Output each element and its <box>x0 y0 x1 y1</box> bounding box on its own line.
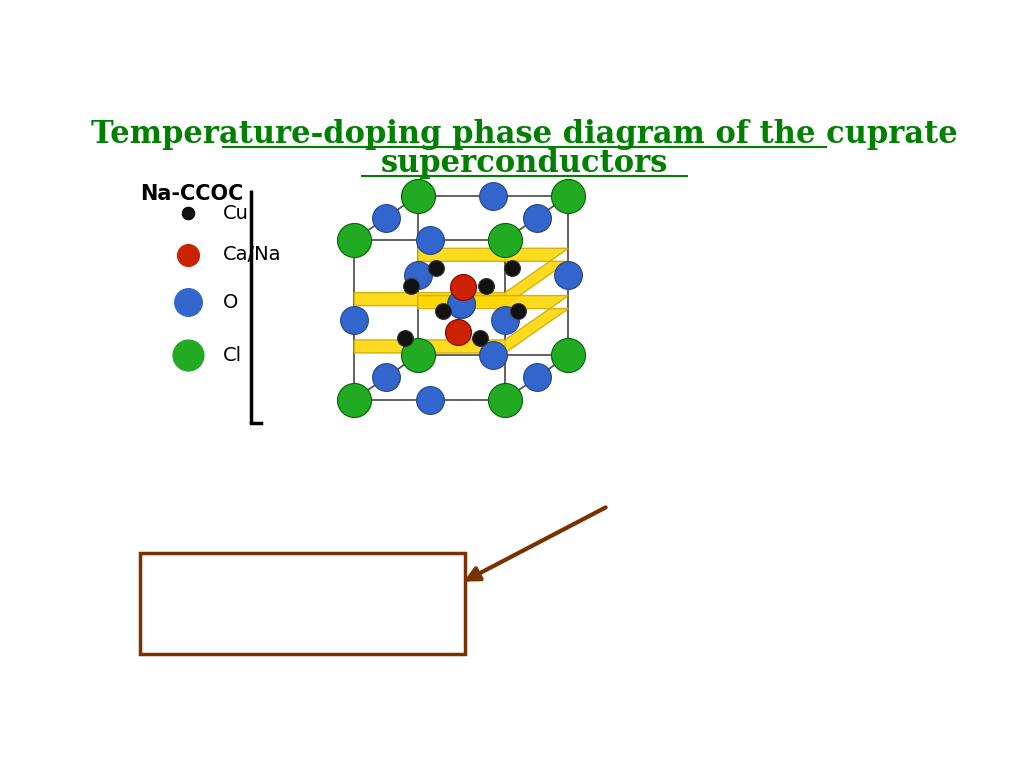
Point <box>410 270 426 282</box>
Point <box>472 332 488 344</box>
Point <box>454 297 470 310</box>
Text: O: O <box>223 293 239 312</box>
Polygon shape <box>354 296 568 353</box>
Point <box>453 297 469 310</box>
Polygon shape <box>354 248 568 306</box>
Text: Na-CCOC: Na-CCOC <box>140 184 244 204</box>
Point <box>455 281 471 293</box>
Text: superconductors: superconductors <box>381 148 669 180</box>
Text: Microscopy experiments: Microscopy experiments <box>146 613 459 636</box>
Point <box>528 372 545 384</box>
Point <box>179 349 196 362</box>
Point <box>497 233 513 246</box>
Point <box>560 190 577 202</box>
Point <box>410 349 426 362</box>
Point <box>402 280 419 292</box>
Point <box>428 262 444 274</box>
Point <box>179 296 196 308</box>
Point <box>346 393 362 406</box>
Point <box>497 313 513 326</box>
Point <box>378 372 394 384</box>
Point <box>179 207 196 220</box>
Point <box>497 393 513 406</box>
Text: Cu: Cu <box>223 204 249 223</box>
Point <box>422 233 438 246</box>
Point <box>478 280 495 292</box>
Point <box>560 270 577 282</box>
Text: Temperature-doping phase diagram of the cuprate: Temperature-doping phase diagram of the … <box>91 119 958 150</box>
Point <box>450 326 466 339</box>
Point <box>378 212 394 224</box>
Point <box>346 233 362 246</box>
Text: Cl: Cl <box>223 346 243 365</box>
Point <box>504 262 520 274</box>
Point <box>396 332 413 344</box>
Point <box>410 190 426 202</box>
Point <box>179 249 196 261</box>
Point <box>485 349 502 362</box>
Point <box>346 313 362 326</box>
Point <box>528 212 545 224</box>
Point <box>422 393 438 406</box>
FancyBboxPatch shape <box>140 554 465 654</box>
Point <box>560 349 577 362</box>
Point <box>485 190 502 202</box>
Text: Ca/Na: Ca/Na <box>223 245 282 264</box>
Point <box>434 305 451 317</box>
Point <box>510 305 526 317</box>
Text: Scanning Tunneling: Scanning Tunneling <box>175 578 430 601</box>
